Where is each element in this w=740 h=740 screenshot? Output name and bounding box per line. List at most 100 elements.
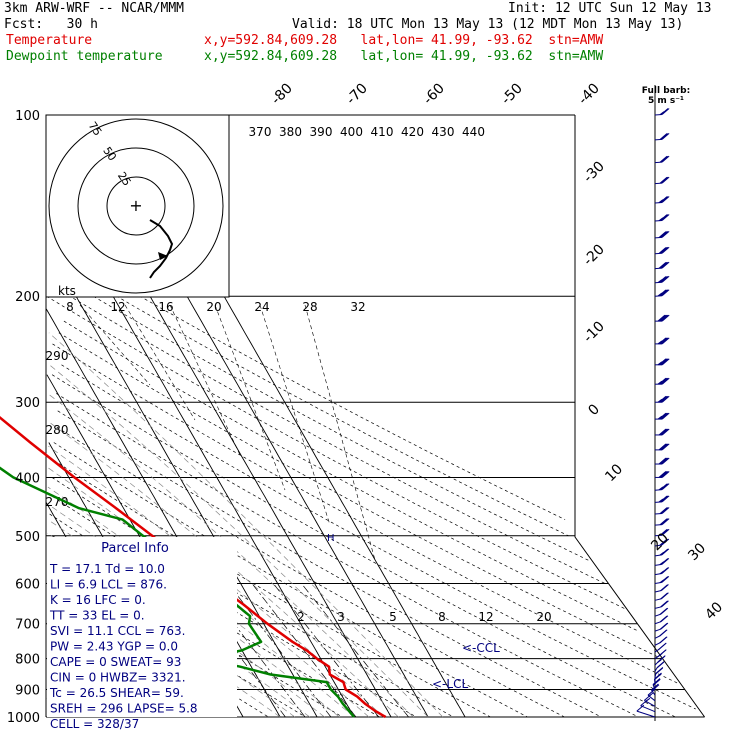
- isotherm-label: -70: [343, 80, 370, 107]
- wind-barb-staff: [654, 635, 661, 639]
- wind-barb: [654, 483, 670, 491]
- wind-barb: [654, 108, 670, 116]
- wind-barb-flag: [661, 155, 670, 163]
- wind-barb-flag: [660, 471, 669, 478]
- wind-barb-half: [659, 570, 665, 575]
- wind-barb: [655, 358, 670, 366]
- wind-barb-flag: [660, 443, 669, 451]
- wind-barb-flag: [659, 337, 668, 345]
- wind-barb-half: [657, 415, 663, 420]
- theta-label: 390: [310, 125, 333, 139]
- hodograph-guide: [259, 304, 331, 526]
- wind-barb-staff: [654, 628, 662, 632]
- isotherm-label: 10: [602, 461, 626, 485]
- mixing-ratio-label: 3: [337, 610, 345, 624]
- hodograph-center: +: [129, 196, 142, 215]
- wind-barb-flag: [661, 443, 670, 451]
- wind-barb-flag: [659, 518, 668, 526]
- hodograph-speed-tick: 8: [66, 300, 74, 314]
- wind-barb-half: [659, 579, 665, 584]
- wind-barb-flag: [654, 672, 662, 680]
- wind-barb-flag: [660, 246, 669, 254]
- wind-barb-staff: [654, 598, 662, 601]
- wind-barb-staff: [654, 621, 662, 625]
- hodograph-ring: [106, 176, 166, 236]
- wind-barb-flag: [660, 538, 669, 546]
- wind-barb-flag: [661, 176, 670, 184]
- wind-barb: [654, 649, 667, 660]
- wind-barb-flag: [661, 246, 670, 254]
- wind-barb-flag: [659, 636, 667, 644]
- wind-barb-staff: [654, 252, 663, 255]
- wind-barb-flag: [651, 684, 660, 692]
- wind-barb-flag: [659, 377, 668, 385]
- isotherm-label: -20: [580, 241, 607, 268]
- wind-barb-flag: [658, 314, 667, 322]
- wind-barb: [654, 196, 670, 204]
- wind-barb-staff: [644, 699, 656, 707]
- wind-barb-flag: [659, 507, 668, 514]
- wind-barb-flag: [660, 600, 668, 608]
- wind-barb-flag: [658, 412, 667, 420]
- wind-barb-flag: [656, 661, 665, 669]
- hodograph-storm-arrow: [158, 252, 168, 260]
- wind-barb-flag: [660, 412, 669, 420]
- wind-barb-flag: [660, 428, 669, 436]
- wind-barb-flag: [660, 584, 668, 592]
- wind-barb: [654, 261, 670, 270]
- hodograph-height-tick: 280: [46, 423, 69, 437]
- wind-barb-flag: [661, 395, 670, 403]
- wind-barb: [654, 567, 670, 576]
- wind-barb-half: [657, 340, 663, 345]
- wind-barb-flag: [661, 261, 670, 269]
- wind-barb-half: [648, 692, 654, 697]
- parcel-row: T = 17.1 Td = 10.0: [49, 562, 165, 576]
- wind-barb-flag: [659, 608, 668, 615]
- wind-barb-staff: [640, 705, 656, 713]
- wind-barb-staff: [654, 673, 657, 678]
- wind-barb-flag: [661, 518, 670, 525]
- wind-barb-flag: [659, 314, 668, 322]
- hodograph-ring: [77, 147, 195, 265]
- wind-barb-flag: [659, 538, 668, 546]
- wind-barb-flag: [661, 108, 670, 115]
- parcel-panel-bg: [47, 537, 237, 717]
- parcel-title: Parcel Info: [101, 541, 169, 556]
- wind-barb-flag: [660, 518, 669, 526]
- wind-barb-half: [659, 111, 665, 116]
- mixing-ratio-line: [273, 583, 379, 718]
- wind-barb: [647, 688, 656, 702]
- wind-barb-staff: [654, 512, 663, 515]
- wind-barb-staff: [654, 236, 663, 239]
- wind-barb: [654, 655, 666, 666]
- wind-barb-flag: [659, 395, 668, 403]
- wind-barb-flag: [660, 483, 669, 491]
- hodograph-height-tick: 290: [46, 349, 69, 363]
- init-time: Init: 12 UTC Sun 12 May 13: [508, 1, 712, 16]
- parcel-row: TT = 33 EL = 0.: [49, 609, 145, 623]
- wind-barb-staff: [654, 267, 663, 270]
- wind-barb-flag: [660, 528, 669, 536]
- wind-barb: [654, 666, 664, 678]
- wind-barb: [654, 622, 669, 632]
- wind-barb-flag: [660, 275, 669, 283]
- wind-barb-flag: [659, 428, 668, 436]
- wind-barb: [655, 443, 670, 451]
- wind-barb-flag: [660, 507, 669, 514]
- moist-adiabat: [47, 486, 355, 718]
- wind-barb-flag: [654, 673, 662, 681]
- wind-barb-flag: [658, 395, 667, 403]
- wind-barb-flag: [659, 246, 668, 254]
- hodograph-guide: [214, 304, 286, 491]
- wind-barb-staff: [654, 161, 663, 164]
- mixing-ratio-line: [301, 583, 409, 718]
- wind-barb-flag: [652, 678, 661, 686]
- wind-barb-staff: [654, 489, 663, 491]
- wind-barb-half: [657, 653, 663, 657]
- isotherm-label: -30: [580, 158, 607, 185]
- theta-label: 380: [279, 125, 302, 139]
- wind-barb-staff: [654, 642, 661, 646]
- wind-barb-flag: [657, 314, 666, 322]
- wind-barb-flag: [660, 176, 669, 184]
- wind-barb-flag: [661, 337, 670, 345]
